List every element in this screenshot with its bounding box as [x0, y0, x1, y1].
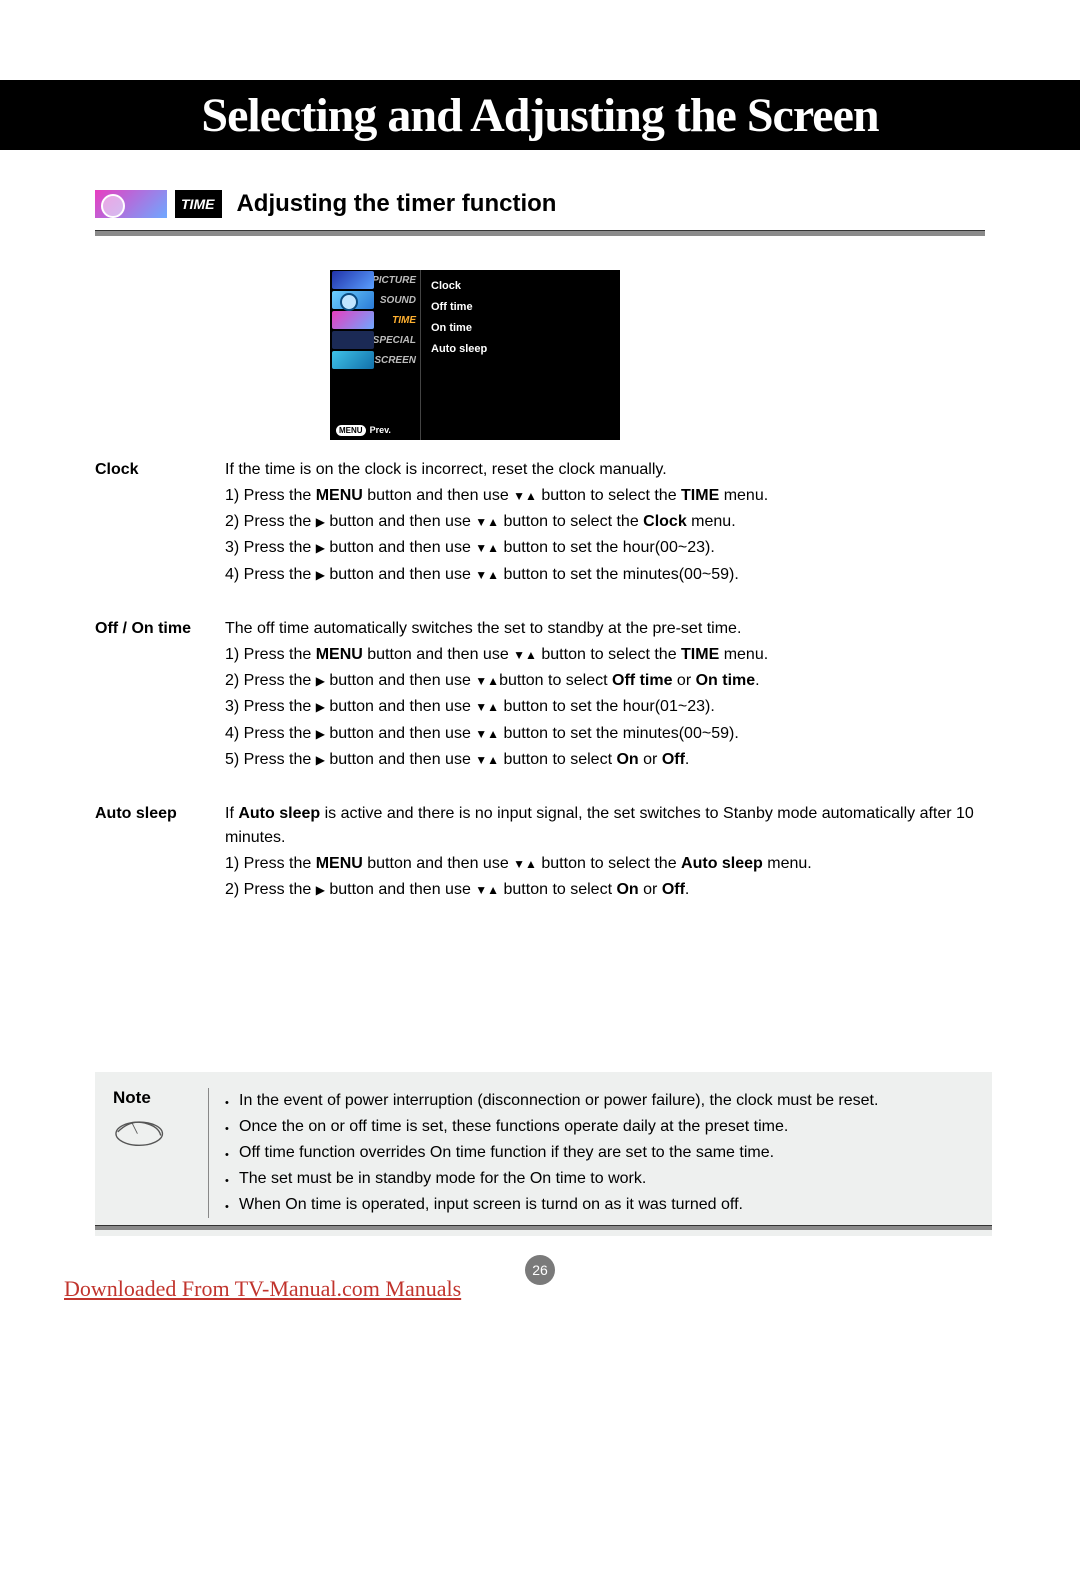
osd-submenu: ClockOff timeOn timeAuto sleep: [420, 270, 620, 440]
mouse-icon: [113, 1114, 169, 1148]
step-line: 1) Press the MENU button and then use ▼▲…: [225, 484, 985, 508]
clock-label: Clock: [95, 458, 225, 589]
intro-line: If the time is on the clock is incorrect…: [225, 458, 985, 482]
note-title: Note: [113, 1088, 208, 1108]
osd-tab-sound: SOUND: [330, 290, 420, 310]
osd-menu-tabs: PICTURESOUNDTIMESPECIALSCREEN MENU Prev.: [330, 270, 420, 440]
menu-pill: MENU: [336, 425, 366, 436]
step-line: 3) Press the ▶ button and then use ▼▲ bu…: [225, 695, 985, 719]
body-text: Clock If the time is on the clock is inc…: [95, 458, 985, 933]
step-line: 2) Press the ▶ button and then use ▼▲ bu…: [225, 510, 985, 534]
intro-line: If Auto sleep is active and there is no …: [225, 802, 985, 850]
time-badge: TIME: [175, 190, 222, 218]
offon-content: The off time automatically switches the …: [225, 617, 985, 774]
page-title: Selecting and Adjusting the Screen: [201, 88, 878, 143]
osd-tab-time: TIME: [330, 310, 420, 330]
autosleep-block: Auto sleep If Auto sleep is active and t…: [95, 802, 985, 904]
clock-block: Clock If the time is on the clock is inc…: [95, 458, 985, 589]
offon-label: Off / On time: [95, 617, 225, 774]
osd-tab-special: SPECIAL: [330, 330, 420, 350]
osd-item: Auto sleep: [431, 339, 610, 360]
intro-line: The off time automatically switches the …: [225, 617, 985, 641]
note-item: The set must be in standby mode for the …: [225, 1166, 974, 1192]
note-divider: [208, 1088, 209, 1218]
manual-page: Selecting and Adjusting the Screen TIME …: [0, 0, 1080, 1583]
footer-link[interactable]: Downloaded From TV-Manual.com Manuals: [64, 1276, 461, 1302]
clock-content: If the time is on the clock is incorrect…: [225, 458, 985, 589]
divider: [95, 230, 985, 236]
step-line: 5) Press the ▶ button and then use ▼▲ bu…: [225, 748, 985, 772]
osd-item: Off time: [431, 297, 610, 318]
osd-item: Clock: [431, 276, 610, 297]
step-line: 2) Press the ▶ button and then use ▼▲but…: [225, 669, 985, 693]
osd-item: On time: [431, 318, 610, 339]
note-list: In the event of power interruption (disc…: [225, 1088, 974, 1218]
step-line: 3) Press the ▶ button and then use ▼▲ bu…: [225, 536, 985, 560]
step-line: 4) Press the ▶ button and then use ▼▲ bu…: [225, 563, 985, 587]
time-section-icon: [95, 190, 167, 218]
note-box: Note In the event of power interruption …: [95, 1072, 992, 1236]
autosleep-label: Auto sleep: [95, 802, 225, 904]
osd-screenshot: PICTURESOUNDTIMESPECIALSCREEN MENU Prev.…: [330, 270, 620, 440]
header-bar: Selecting and Adjusting the Screen: [0, 80, 1080, 150]
step-line: 1) Press the MENU button and then use ▼▲…: [225, 852, 985, 876]
note-item: Off time function overrides On time func…: [225, 1140, 974, 1166]
osd-tab-picture: PICTURE: [330, 270, 420, 290]
prev-label: Prev.: [370, 425, 391, 435]
osd-prev-row: MENU Prev.: [330, 420, 420, 440]
page-number: 26: [525, 1255, 555, 1285]
note-item: Once the on or off time is set, these fu…: [225, 1114, 974, 1140]
bottom-divider: [95, 1225, 992, 1230]
osd-tab-screen: SCREEN: [330, 350, 420, 370]
step-line: 2) Press the ▶ button and then use ▼▲ bu…: [225, 878, 985, 902]
step-line: 4) Press the ▶ button and then use ▼▲ bu…: [225, 722, 985, 746]
section-title: Adjusting the timer function: [236, 190, 556, 218]
autosleep-content: If Auto sleep is active and there is no …: [225, 802, 985, 904]
note-item: In the event of power interruption (disc…: [225, 1088, 974, 1114]
step-line: 1) Press the MENU button and then use ▼▲…: [225, 643, 985, 667]
offon-block: Off / On time The off time automatically…: [95, 617, 985, 774]
note-item: When On time is operated, input screen i…: [225, 1192, 974, 1218]
section-header: TIME Adjusting the timer function: [95, 190, 985, 236]
